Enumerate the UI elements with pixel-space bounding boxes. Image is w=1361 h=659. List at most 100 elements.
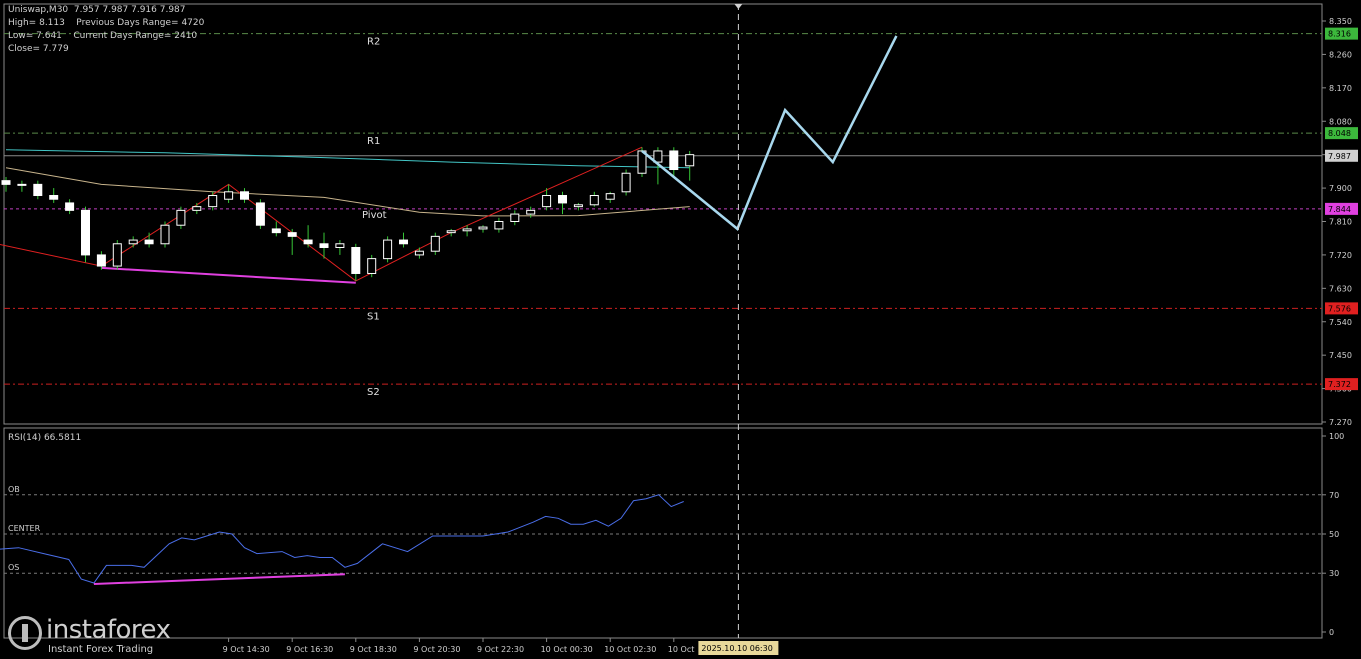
candle-body — [96, 254, 106, 267]
candle-body — [383, 239, 393, 260]
candle-body — [653, 150, 663, 163]
price-axis-label: 7.630 — [1329, 284, 1352, 293]
price-axis-label: 7.540 — [1329, 318, 1352, 327]
candle-body — [637, 150, 647, 174]
candle-body — [367, 258, 377, 274]
time-axis-label: 10 Oct — [668, 645, 695, 654]
candle-body — [542, 195, 552, 208]
stats-line-3: Close= 7.779 — [8, 44, 69, 54]
candle-body — [49, 195, 59, 200]
cursor-time-label: 2025.10.10 06:30 — [701, 644, 772, 653]
level-price-tag — [1325, 302, 1358, 315]
candle-body — [17, 183, 27, 186]
level-price-tag — [1325, 149, 1358, 162]
level-price-label: 7.372 — [1328, 380, 1351, 389]
candle-body — [446, 230, 456, 234]
level-name-label: R1 — [367, 136, 380, 147]
candle-body — [669, 150, 679, 171]
candle-body — [65, 202, 75, 211]
candle-body — [351, 246, 361, 274]
candle-body — [478, 226, 488, 230]
logo-name: instaforex — [46, 615, 171, 645]
candle-body — [605, 193, 615, 200]
time-axis-label: 9 Oct 14:30 — [223, 645, 270, 654]
price-axis-label: 7.450 — [1329, 351, 1352, 360]
candle-body — [335, 243, 345, 248]
level-name-label: Pivot — [362, 210, 387, 221]
level-price-label: 7.576 — [1328, 304, 1351, 313]
rsi-axis-label: 30 — [1329, 569, 1339, 578]
price-panel-frame — [3, 3, 1323, 425]
candle-body — [414, 250, 424, 256]
candle-body — [494, 221, 504, 230]
time-axis-label: 9 Oct 16:30 — [286, 645, 333, 654]
logo-tagline: Instant Forex Trading — [48, 644, 154, 655]
candle-body — [685, 154, 695, 167]
candle-body — [144, 239, 154, 245]
candle-body — [160, 224, 170, 245]
level-name-label: S2 — [367, 387, 380, 398]
price-axis-label: 8.170 — [1329, 84, 1352, 93]
candle-body — [462, 228, 472, 232]
level-name-label: R2 — [367, 37, 380, 48]
moving-average-tan — [5, 167, 690, 217]
rsi-axis-label: 50 — [1329, 530, 1339, 539]
level-price-tag — [1325, 127, 1358, 140]
level-price-label: 8.316 — [1328, 30, 1351, 39]
candle-body — [573, 204, 583, 208]
candle-body — [224, 191, 234, 200]
price-axis-label: 8.260 — [1329, 50, 1352, 59]
time-axis-label: 9 Oct 20:30 — [413, 645, 460, 654]
rsi-panel-frame — [3, 427, 1323, 639]
projection-path — [641, 35, 898, 231]
rsi-axis-label: 70 — [1329, 491, 1339, 500]
time-axis-label: 9 Oct 22:30 — [477, 645, 524, 654]
cursor-time-tag — [698, 641, 779, 655]
level-price-tag — [1325, 27, 1358, 40]
rsi-axis-label: 100 — [1329, 432, 1344, 441]
stats-line-1: High= 8.113 Previous Days Range= 4720 — [8, 18, 205, 28]
time-axis-label: 10 Oct 00:30 — [541, 645, 593, 654]
moving-average-cyan — [5, 149, 690, 169]
candle-body — [510, 213, 520, 223]
level-name-label: S1 — [367, 311, 380, 322]
candle-body — [176, 209, 186, 226]
price-axis-label: 8.350 — [1329, 17, 1352, 26]
candle-body — [255, 202, 265, 226]
price-axis-label: 7.900 — [1329, 184, 1352, 193]
candle-body — [430, 235, 440, 252]
rsi-level-label: OS — [8, 563, 19, 572]
candle-body — [1, 180, 11, 185]
level-price-tag — [1325, 202, 1358, 215]
rsi-axis-label: 0 — [1329, 628, 1334, 637]
rsi-level-label: CENTER — [8, 524, 41, 533]
candle-body — [303, 239, 313, 245]
candle-body — [589, 195, 599, 206]
candle-body — [319, 243, 329, 248]
candle-body — [558, 195, 567, 204]
candle-body — [526, 209, 536, 215]
candle-body — [33, 183, 43, 197]
candle-body — [240, 191, 249, 200]
candle-body — [112, 243, 122, 267]
rsi-label: RSI(14) 66.5811 — [8, 433, 82, 443]
level-price-tag — [1325, 378, 1358, 391]
candle-body — [192, 206, 202, 211]
cursor-marker — [734, 4, 743, 9]
price-axis-label: 7.720 — [1329, 251, 1352, 260]
candle-body — [208, 195, 218, 208]
level-price-label: 7.844 — [1328, 205, 1351, 214]
symbol-line: Uniswap,M30 7.957 7.987 7.916 7.987 — [8, 5, 186, 15]
instaforex-logo: instaforex Instant Forex Trading — [6, 614, 182, 658]
price-axis-label: 7.810 — [1329, 218, 1352, 227]
rsi-line — [0, 494, 684, 584]
time-axis-label: 10 Oct 02:30 — [604, 645, 656, 654]
time-axis-label: 9 Oct 18:30 — [350, 645, 397, 654]
candle-body — [287, 232, 297, 237]
level-price-label: 8.048 — [1328, 129, 1351, 138]
rsi-level-label: OB — [8, 485, 20, 494]
stats-line-2: Low= 7.641 Current Days Range= 2410 — [8, 31, 198, 41]
candle-body — [81, 209, 90, 256]
candle-body — [399, 239, 408, 245]
